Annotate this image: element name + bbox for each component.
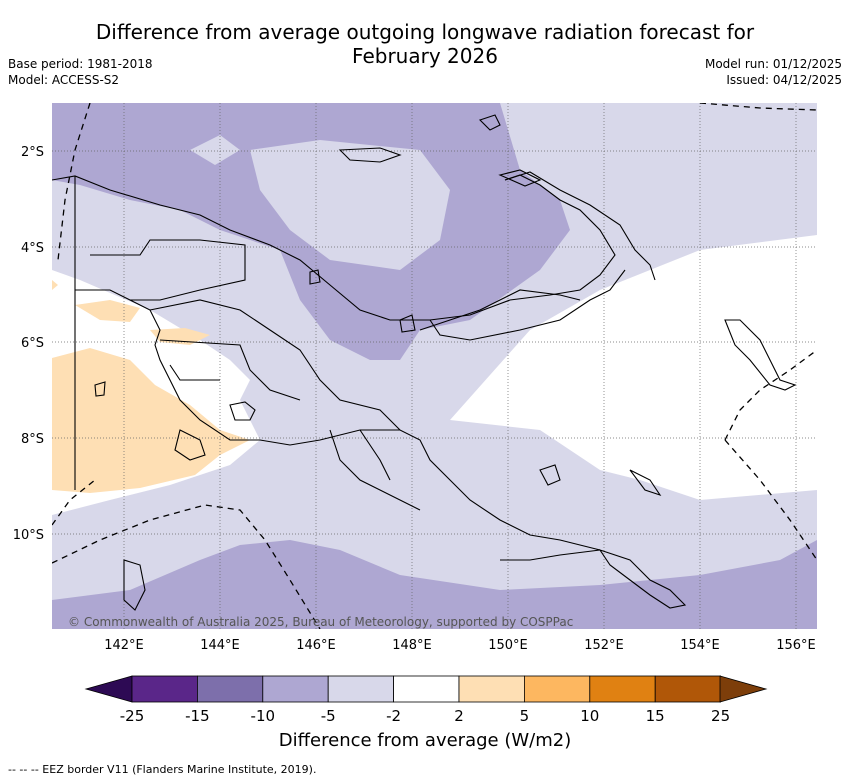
colorbar-swatch [131, 675, 198, 703]
colorbar-swatch [524, 675, 591, 703]
lon-label: 142°E [104, 638, 144, 653]
lon-label: 148°E [392, 638, 432, 653]
lat-label: 6°S [21, 336, 44, 351]
colorbar-label: Difference from average (W/m2) [278, 730, 572, 751]
lon-label: 146°E [296, 638, 336, 653]
lat-label: 10°S [13, 528, 44, 543]
colorbar-swatch [327, 675, 395, 703]
map-area: © Commonwealth of Australia 2025, Bureau… [52, 103, 817, 629]
lon-label: 144°E [200, 638, 240, 653]
colorbar-tick: -2 [386, 707, 401, 725]
colorbar-tick: 10 [580, 707, 599, 725]
colorbar-tick: 5 [520, 707, 530, 725]
colorbar-tick: -15 [185, 707, 210, 725]
olr-anomaly-light-hole [250, 140, 450, 270]
colorbar-tick: -5 [321, 707, 336, 725]
copyright-text: © Commonwealth of Australia 2025, Bureau… [68, 615, 573, 629]
coastlines [52, 114, 797, 611]
longitude-labels: 142°E 144°E 146°E 148°E 150°E 152°E 154°… [104, 638, 816, 653]
lon-label: 150°E [488, 638, 528, 653]
colorbar-tick: 25 [711, 707, 730, 725]
colorbar-swatch [393, 675, 460, 703]
title-line-2: February 2026 [352, 44, 498, 68]
colorbar [84, 675, 768, 703]
colorbar-tick: 15 [646, 707, 665, 725]
colorbar-swatch [654, 675, 722, 703]
colorbar-tick: 2 [454, 707, 464, 725]
colorbar-swatch [262, 675, 329, 703]
colorbar-tick: -25 [120, 707, 145, 725]
meta-left: Base period: 1981-2018 Model: ACCESS-S2 [8, 56, 153, 88]
eez-footnote: -- -- -- EEZ border V11 (Flanders Marine… [8, 763, 317, 776]
eez-borders [52, 103, 817, 629]
model-name: Model: ACCESS-S2 [8, 73, 120, 87]
colorbar-min-arrow [84, 675, 133, 703]
olr-anomaly-light-ne [510, 103, 817, 160]
colorbar-ticks: -25 -15 -10 -5 -2 2 5 10 15 25 [120, 707, 730, 725]
olr-anomaly-lavender-south [52, 540, 817, 629]
colorbar-swatch [196, 675, 264, 703]
lon-label: 152°E [584, 638, 624, 653]
gridlines [52, 103, 817, 629]
latitude-labels: 2°S 4°S 6°S 8°S 10°S [13, 145, 44, 543]
issued-date: Issued: 04/12/2025 [726, 73, 842, 87]
lon-label: 156°E [776, 638, 816, 653]
lat-label: 8°S [21, 432, 44, 447]
colorbar-max-arrow [719, 675, 768, 703]
model-run: Model run: 01/12/2025 [704, 57, 842, 71]
map-title: Difference from average outgoing longwav… [0, 20, 850, 68]
lat-label: 4°S [21, 241, 44, 256]
colorbar-swatch [458, 675, 525, 703]
lat-label: 2°S [21, 145, 44, 160]
colorbar-swatch [589, 675, 656, 703]
base-period: Base period: 1981-2018 [8, 57, 153, 71]
colorbar-tick: -10 [251, 707, 276, 725]
lon-label: 154°E [680, 638, 720, 653]
title-line-1: Difference from average outgoing longwav… [95, 20, 755, 44]
meta-right: Model run: 01/12/2025 Issued: 04/12/2025 [705, 56, 842, 88]
